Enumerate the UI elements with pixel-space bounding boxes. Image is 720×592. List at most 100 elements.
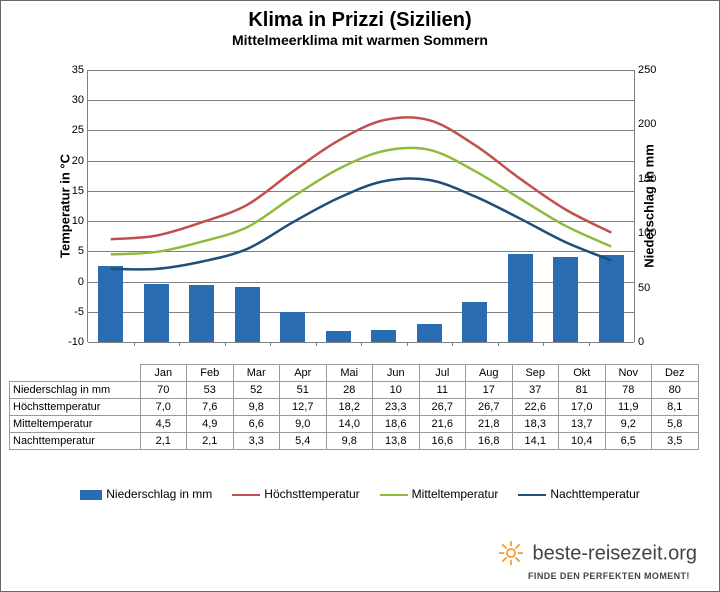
table-col-header: Jan (140, 365, 187, 382)
table-cell: 9,0 (280, 416, 327, 433)
ytick-left: 35 (72, 64, 88, 76)
table-cell: 17 (466, 382, 513, 399)
table-cell: 18,2 (326, 399, 373, 416)
table-cell: 2,1 (187, 433, 234, 450)
table-cell: 16,8 (466, 433, 513, 450)
table-cell: 9,8 (233, 399, 280, 416)
xtick-mark (407, 342, 408, 346)
y-axis-right-label: Niederschlag in mm (642, 144, 657, 268)
table-cell: 22,6 (512, 399, 559, 416)
ytick-right: 250 (634, 64, 656, 76)
xtick-mark (361, 342, 362, 346)
legend-item: Mitteltemperatur (380, 487, 499, 501)
plot-area: -10-505101520253035050100150200250 (87, 70, 635, 342)
table-col-header: Mar (233, 365, 280, 382)
table-cell: 23,3 (373, 399, 420, 416)
table-cell: 3,5 (652, 433, 699, 450)
legend-swatch (518, 494, 546, 496)
table-row: Niederschlag in mm7053525128101117378178… (10, 382, 699, 399)
xtick-mark (134, 342, 135, 346)
table-col-header: Apr (280, 365, 327, 382)
footer-brand: beste-reisezeit.org (532, 543, 697, 565)
table-cell: 26,7 (466, 399, 513, 416)
table-cell: 7,0 (140, 399, 187, 416)
table-col-header: Jun (373, 365, 420, 382)
table-cell: 11,9 (605, 399, 652, 416)
table-cell: 51 (280, 382, 327, 399)
legend-label: Mitteltemperatur (412, 487, 499, 501)
table-row-header: Höchsttemperatur (10, 399, 141, 416)
y-axis-left-label: Temperatur in °C (57, 154, 72, 258)
table-cell: 78 (605, 382, 652, 399)
chart-area: Temperatur in °CNiederschlag in mm-10-50… (17, 54, 703, 364)
ytick-left: 30 (72, 94, 88, 106)
table-cell: 4,5 (140, 416, 187, 433)
table-corner (10, 365, 141, 382)
footer: beste-reisezeit.org FINDE DEN PERFEKTEN … (498, 540, 697, 581)
ytick-left: 5 (78, 245, 88, 257)
table-cell: 37 (512, 382, 559, 399)
table-cell: 53 (187, 382, 234, 399)
table-cell: 2,1 (140, 433, 187, 450)
table-cell: 70 (140, 382, 187, 399)
xtick-mark (316, 342, 317, 346)
table-cell: 5,4 (280, 433, 327, 450)
legend-label: Nachttemperatur (550, 487, 639, 501)
table-cell: 21,6 (419, 416, 466, 433)
table-cell: 5,8 (652, 416, 699, 433)
table-cell: 4,9 (187, 416, 234, 433)
table-row: Mitteltemperatur4,54,96,69,014,018,621,6… (10, 416, 699, 433)
table-cell: 9,8 (326, 433, 373, 450)
table-col-header: Okt (559, 365, 606, 382)
ytick-right: 100 (634, 227, 656, 239)
ytick-right: 50 (634, 282, 650, 294)
ytick-right: 200 (634, 118, 656, 130)
legend-swatch (380, 494, 408, 496)
table-row-header: Mitteltemperatur (10, 416, 141, 433)
ytick-right: 0 (634, 336, 644, 348)
table-cell: 6,5 (605, 433, 652, 450)
legend: Niederschlag in mmHöchsttemperaturMittel… (1, 487, 719, 501)
xtick-mark (589, 342, 590, 346)
ytick-left: -10 (68, 336, 88, 348)
table-col-header: Mai (326, 365, 373, 382)
sun-icon (498, 540, 524, 571)
chart-frame: Klima in Prizzi (Sizilien) Mittelmeerkli… (0, 0, 720, 592)
table-cell: 14,0 (326, 416, 373, 433)
ytick-left: -5 (74, 306, 88, 318)
table-cell: 28 (326, 382, 373, 399)
ytick-left: 0 (78, 276, 88, 288)
legend-swatch (232, 494, 260, 496)
table-col-header: Feb (187, 365, 234, 382)
legend-item: Nachttemperatur (518, 487, 639, 501)
table-row: Höchsttemperatur7,07,69,812,718,223,326,… (10, 399, 699, 416)
series-line (111, 148, 612, 255)
table-cell: 13,7 (559, 416, 606, 433)
data-table: JanFebMarAprMaiJunJulAugSepOktNovDezNied… (9, 364, 699, 450)
table-col-header: Nov (605, 365, 652, 382)
ytick-left: 20 (72, 155, 88, 167)
lines-layer (88, 70, 634, 342)
legend-item: Höchsttemperatur (232, 487, 359, 501)
xtick-mark (270, 342, 271, 346)
chart-subtitle: Mittelmeerklima mit warmen Sommern (17, 32, 703, 48)
ytick-left: 25 (72, 124, 88, 136)
xtick-mark (452, 342, 453, 346)
table-cell: 10,4 (559, 433, 606, 450)
series-line (111, 178, 612, 269)
table-col-header: Aug (466, 365, 513, 382)
table-cell: 3,3 (233, 433, 280, 450)
table-cell: 12,7 (280, 399, 327, 416)
table-cell: 18,3 (512, 416, 559, 433)
table-cell: 9,2 (605, 416, 652, 433)
ytick-left: 15 (72, 185, 88, 197)
table-row: Nachttemperatur2,12,13,35,49,813,816,616… (10, 433, 699, 450)
table-cell: 11 (419, 382, 466, 399)
xtick-mark (543, 342, 544, 346)
table-col-header: Sep (512, 365, 559, 382)
table-cell: 6,6 (233, 416, 280, 433)
table-row-header: Niederschlag in mm (10, 382, 141, 399)
table-cell: 14,1 (512, 433, 559, 450)
table-cell: 21,8 (466, 416, 513, 433)
table-col-header: Dez (652, 365, 699, 382)
